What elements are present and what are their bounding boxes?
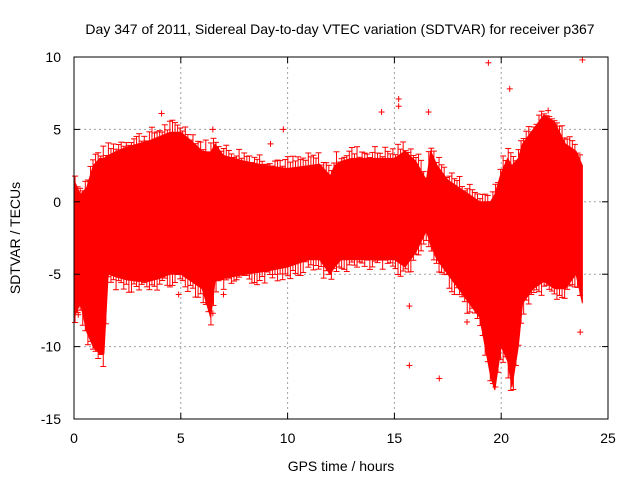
x-axis-label: GPS time / hours: [288, 458, 395, 474]
sdtvar-data-hatch: [72, 110, 584, 391]
x-tick-label: 10: [280, 430, 296, 446]
outlier-point: [175, 291, 182, 298]
y-tick-label: -5: [49, 266, 62, 282]
outlier-point: [406, 362, 413, 369]
x-tick-label: 0: [70, 430, 78, 446]
outlier-point: [209, 310, 216, 317]
outlier-point: [395, 103, 402, 110]
outlier-point: [267, 140, 274, 147]
chart-title: Day 347 of 2011, Sidereal Day-to-day VTE…: [85, 21, 594, 37]
outlier-point: [577, 329, 584, 336]
outlier-point: [209, 126, 216, 133]
x-tick-label: 20: [493, 430, 509, 446]
outlier-points: [75, 56, 586, 382]
outlier-point: [158, 110, 165, 117]
y-tick-label: 0: [53, 194, 61, 210]
axis-ticks: [73, 56, 609, 420]
y-tick-labels: -15 -10 -5 0 5 10: [41, 49, 61, 427]
outlier-point: [220, 291, 227, 298]
plot-frame: [73, 56, 609, 420]
outlier-point: [395, 95, 402, 102]
outlier-point: [436, 375, 443, 382]
data-layer: [72, 56, 586, 391]
outlier-point: [425, 109, 432, 116]
outlier-point: [545, 107, 552, 114]
outlier-point: [506, 85, 513, 92]
y-tick-label: -15: [41, 411, 61, 427]
x-tick-labels: 0 5 10 15 20 25: [70, 430, 616, 446]
y-axis-label: SDTVAR / TECUs: [7, 182, 23, 294]
y-tick-label: -10: [41, 339, 61, 355]
outlier-point: [485, 59, 492, 66]
x-tick-label: 15: [387, 430, 403, 446]
x-tick-label: 25: [600, 430, 616, 446]
outlier-point: [579, 56, 586, 63]
outlier-point: [280, 126, 287, 133]
outlier-point: [92, 340, 99, 347]
y-tick-label: 5: [53, 121, 61, 137]
y-tick-label: 10: [45, 49, 61, 65]
outlier-point: [464, 318, 471, 325]
x-tick-label: 5: [177, 430, 185, 446]
outlier-point: [406, 303, 413, 310]
outlier-point: [75, 311, 82, 318]
outlier-point: [378, 109, 385, 116]
